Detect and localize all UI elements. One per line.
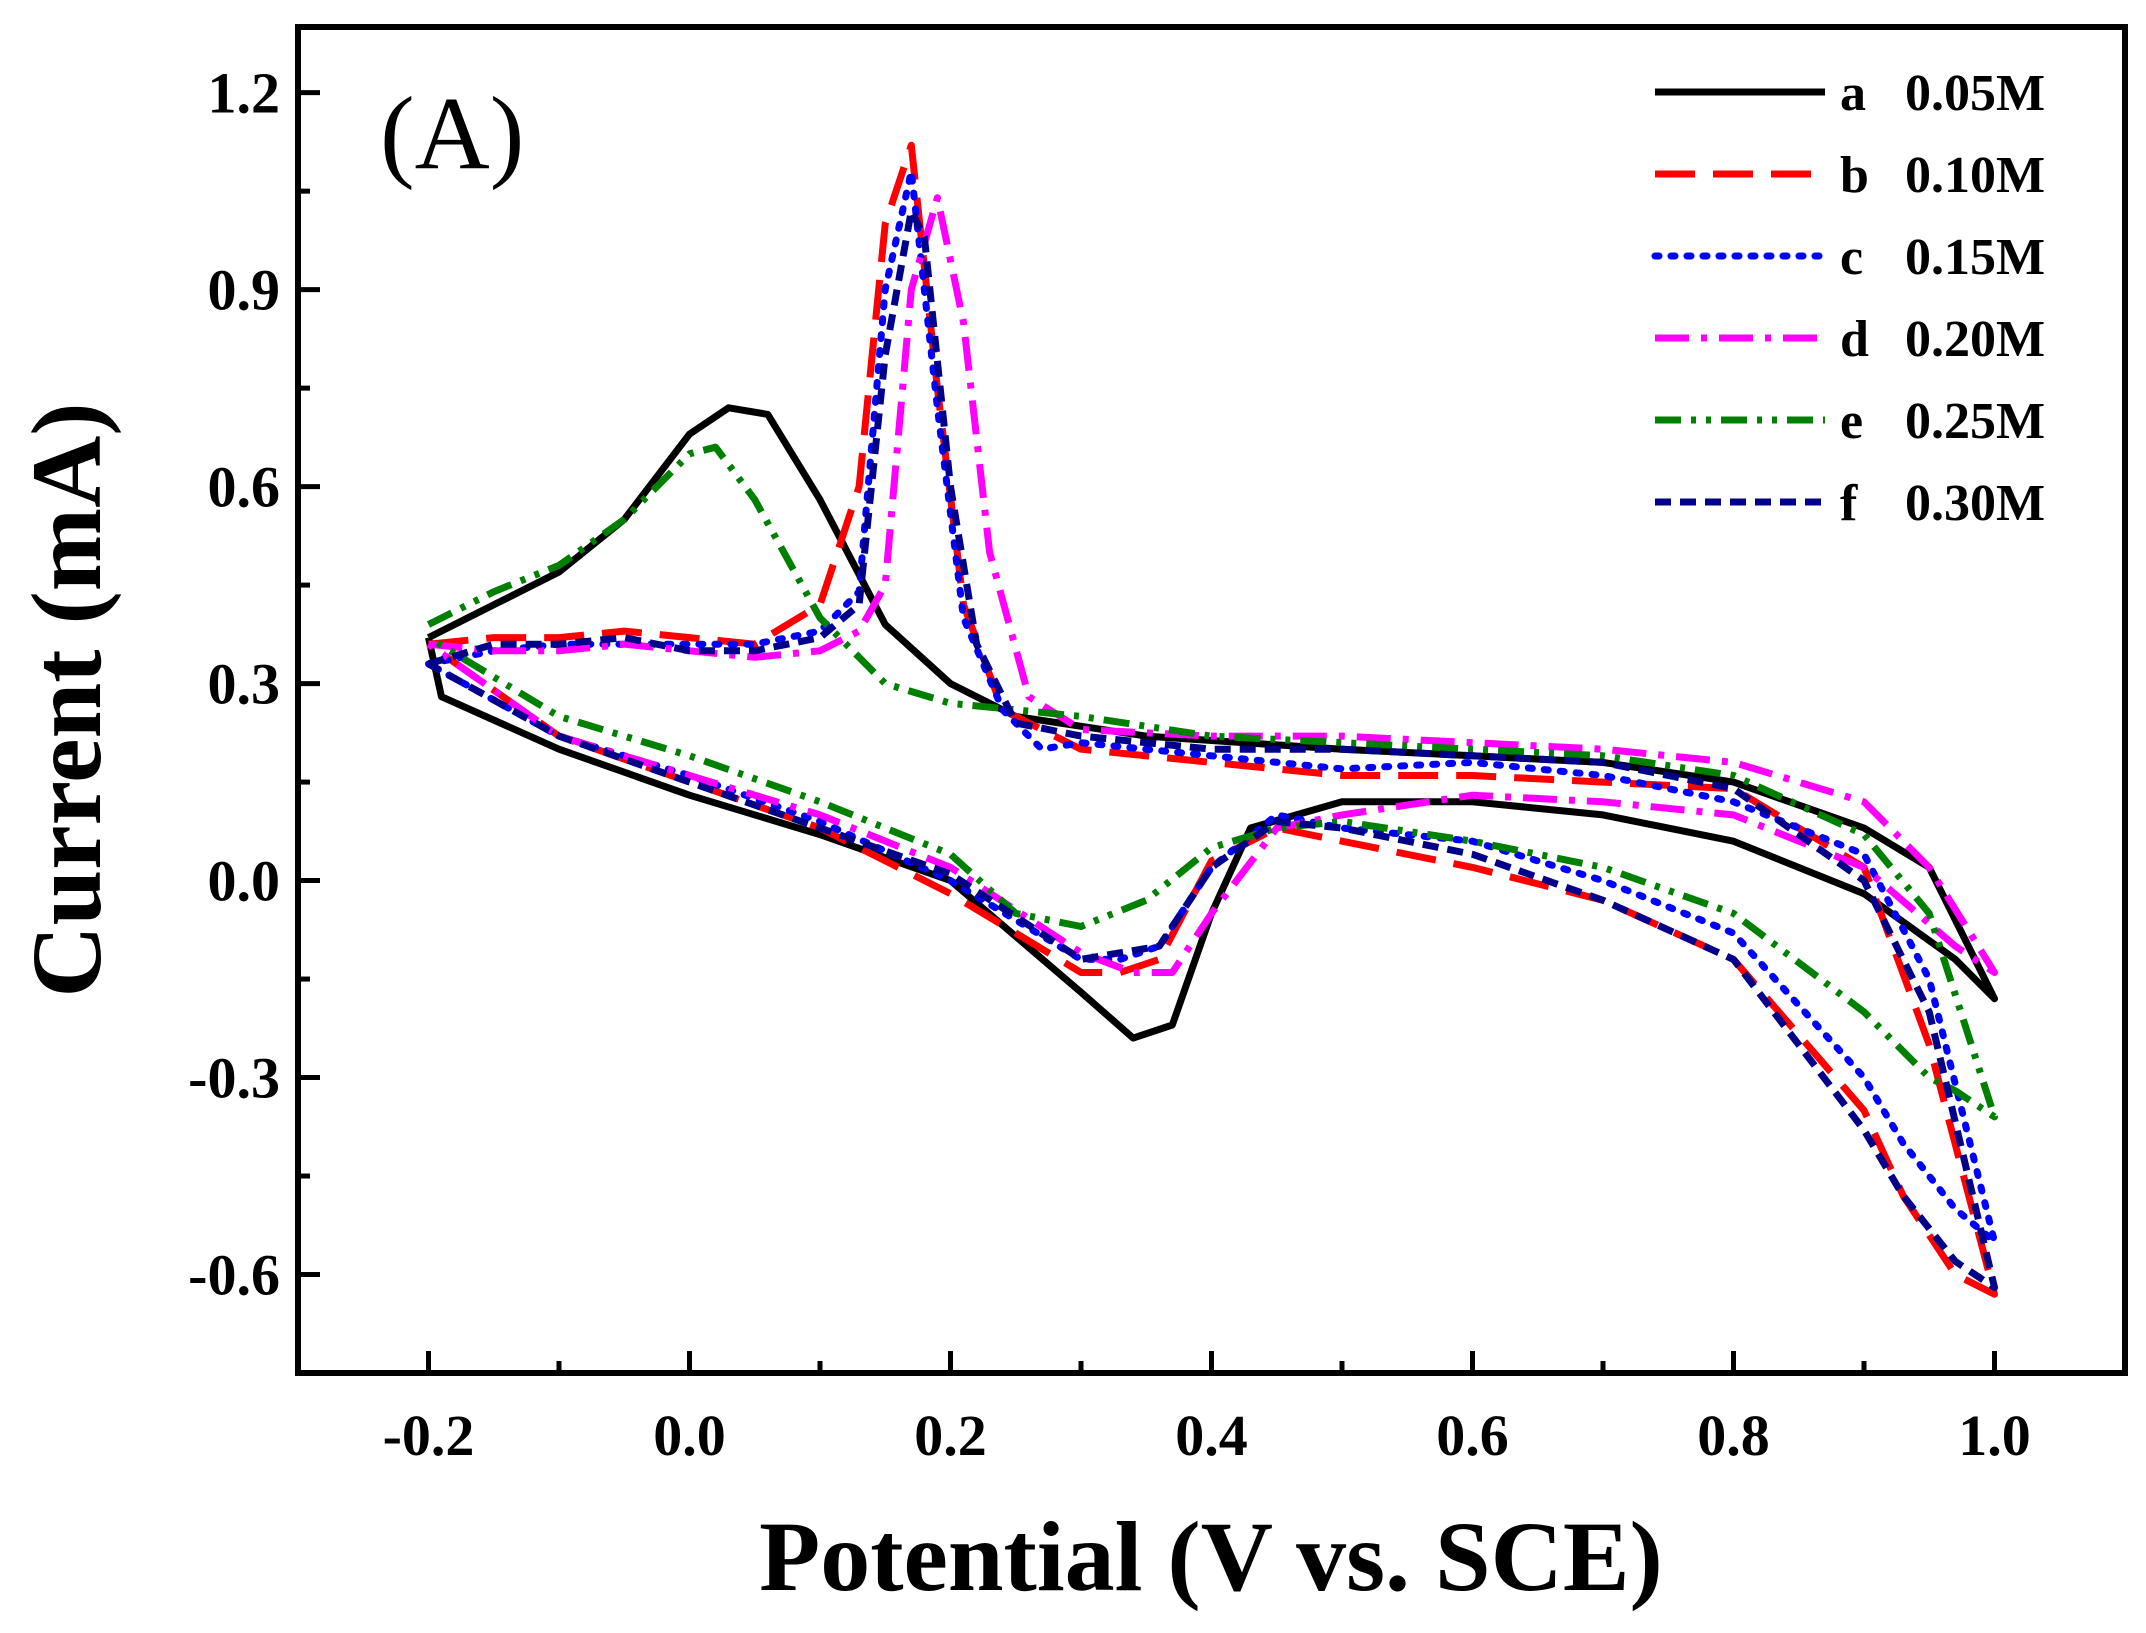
- series-line-a: [425, 404, 1998, 1042]
- legend-letter-d: d: [1840, 311, 1869, 368]
- y-tick-label: 0.6: [208, 455, 281, 520]
- ticks-layer: -0.2 0.0 0.2 0.4 0.6 0.8 1.0 -0.6 -0.3 0.0 0.3 0.6 0…: [188, 61, 2128, 1468]
- series-line-e: [426, 443, 1998, 1121]
- legend-letter-b: b: [1840, 147, 1869, 204]
- y-tick-label: -0.3: [188, 1046, 280, 1111]
- legend-label-b: 0.10M: [1905, 147, 2045, 204]
- x-tick-label: 0.0: [653, 1403, 726, 1468]
- series-line-b: [426, 141, 1998, 1298]
- x-tick-label: 0.6: [1436, 1403, 1509, 1468]
- legend-letter-a: a: [1840, 65, 1866, 122]
- panel-label: (A): [380, 76, 524, 191]
- y-tick-label: 1.2: [208, 61, 281, 126]
- x-tick-label: -0.2: [383, 1403, 475, 1468]
- y-tick-label: 0.0: [208, 849, 281, 914]
- legend-letter-f: f: [1840, 475, 1858, 532]
- y-tick-label: -0.6: [188, 1243, 280, 1308]
- x-axis-title: Potential (V vs. SCE): [759, 1501, 1663, 1612]
- x-tick-label: 1.0: [1958, 1403, 2031, 1468]
- series-line-f: [426, 207, 1998, 1292]
- y-axis-title: Current (mA): [11, 402, 122, 997]
- legend-letter-c: c: [1840, 229, 1863, 286]
- legend-label-f: 0.30M: [1905, 475, 2045, 532]
- legend-label-c: 0.15M: [1905, 229, 2045, 286]
- series-layer: [425, 141, 1998, 1298]
- legend-letter-e: e: [1840, 393, 1863, 450]
- y-tick-label: 0.9: [208, 258, 281, 323]
- legend: a 0.05M b 0.10M c 0.15M d 0.20M e 0.25M f 0.30M: [1651, 65, 2045, 532]
- legend-label-a: 0.05M: [1905, 65, 2045, 122]
- series-line-d: [426, 194, 1998, 976]
- y-tick-label: 0.3: [208, 652, 281, 717]
- legend-label-e: 0.25M: [1905, 393, 2045, 450]
- x-tick-label: 0.4: [1175, 1403, 1248, 1468]
- x-tick-label: 0.2: [914, 1403, 987, 1468]
- legend-label-d: 0.20M: [1905, 311, 2045, 368]
- series-line-c: [425, 167, 1998, 1246]
- x-tick-label: 0.8: [1697, 1403, 1770, 1468]
